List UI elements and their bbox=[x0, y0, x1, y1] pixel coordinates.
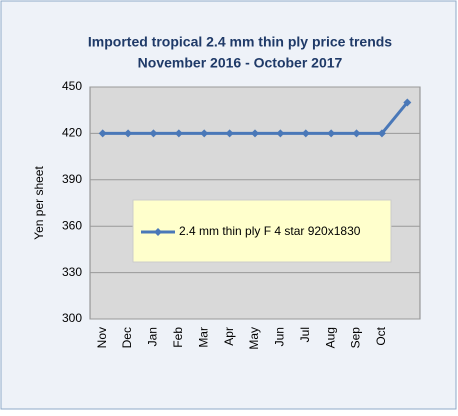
y-tick-label: 360 bbox=[62, 218, 82, 232]
point-marker bbox=[200, 129, 209, 138]
y-tick-label: 420 bbox=[62, 126, 82, 140]
legend-label: 2.4 mm thin ply F 4 star 920x1830 bbox=[179, 224, 361, 238]
x-tick-label: Jun bbox=[273, 327, 287, 346]
x-tick-label: Oct bbox=[374, 326, 388, 345]
y-tick-label: 450 bbox=[62, 79, 82, 93]
legend-box bbox=[132, 199, 392, 263]
x-tick-label: Sep bbox=[349, 327, 363, 349]
point-marker bbox=[403, 98, 412, 107]
point-marker bbox=[124, 129, 133, 138]
x-tick-label: Feb bbox=[171, 327, 185, 348]
point-marker bbox=[98, 129, 107, 138]
x-tick-label: Dec bbox=[120, 327, 134, 348]
point-marker bbox=[276, 129, 285, 138]
y-tick-label: 300 bbox=[62, 311, 82, 325]
x-tick-label: Mar bbox=[196, 327, 210, 348]
point-marker bbox=[377, 129, 386, 138]
point-marker bbox=[327, 129, 336, 138]
point-marker bbox=[225, 129, 234, 138]
x-tick-label: Jan bbox=[146, 327, 160, 346]
legend-marker bbox=[154, 228, 162, 236]
chart-title: Imported tropical 2.4 mm thin ply price … bbox=[88, 34, 392, 50]
x-tick-label: Aug bbox=[323, 327, 337, 348]
x-tick-label: May bbox=[247, 327, 261, 350]
y-tick-label: 330 bbox=[62, 265, 82, 279]
point-marker bbox=[352, 129, 361, 138]
x-tick-label: Jul bbox=[298, 327, 312, 342]
x-tick-label: Nov bbox=[95, 327, 109, 348]
x-tick-label: Apr bbox=[222, 327, 236, 346]
point-marker bbox=[251, 129, 259, 138]
chart-subtitle: November 2016 - October 2017 bbox=[138, 55, 343, 71]
y-axis-label: Yen per sheet bbox=[32, 166, 46, 240]
point-marker bbox=[149, 129, 158, 138]
point-marker bbox=[301, 129, 310, 138]
point-marker bbox=[174, 129, 183, 138]
y-tick-label: 390 bbox=[62, 172, 82, 186]
